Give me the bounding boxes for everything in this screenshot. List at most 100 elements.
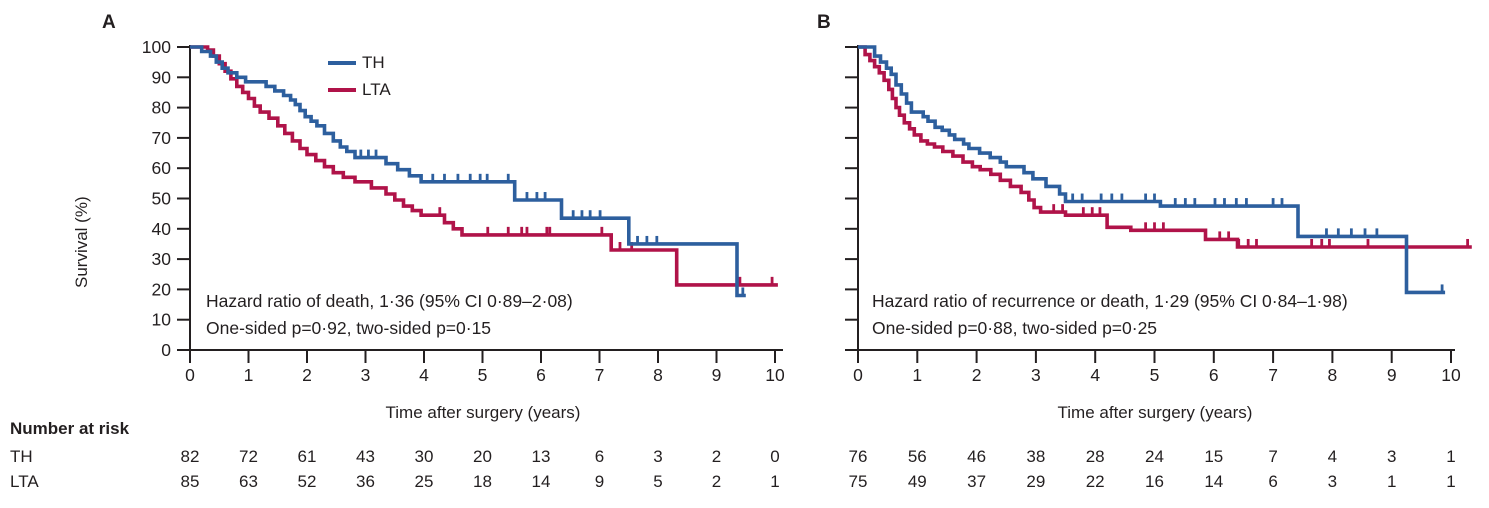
risk-count-th-panel-b-year-8: 4 xyxy=(1327,447,1338,466)
panel-a-x-axis-label: Time after surgery (years) xyxy=(385,403,581,422)
risk-count-lta-panel-b-year-2: 37 xyxy=(967,472,987,491)
risk-count-lta-panel-a-year-0: 85 xyxy=(180,472,200,491)
risk-count-th-panel-a-year-1: 72 xyxy=(239,447,258,466)
risk-count-lta-panel-b-year-1: 49 xyxy=(907,472,927,491)
risk-count-th-panel-b-year-6: 15 xyxy=(1204,447,1224,466)
x-tick-label: 1 xyxy=(244,365,254,385)
y-tick-label: 80 xyxy=(152,98,172,118)
risk-count-th-panel-b-year-5: 24 xyxy=(1145,447,1164,466)
x-tick-label: 10 xyxy=(765,365,785,385)
risk-count-th-panel-b-year-0: 76 xyxy=(848,447,868,466)
panel-a-annotation: Hazard ratio of death, 1·36 (95% CI 0·89… xyxy=(206,288,573,342)
risk-count-th-panel-a-year-8: 3 xyxy=(653,447,663,466)
risk-count-th-panel-a-year-10: 0 xyxy=(770,447,780,466)
risk-count-th-panel-a-year-7: 6 xyxy=(594,447,605,466)
x-tick-label: 8 xyxy=(653,365,663,385)
risk-count-lta-panel-a-year-4: 25 xyxy=(414,472,434,491)
panel-b-pvalue-text: One-sided p=0·88, two-sided p=0·25 xyxy=(872,318,1158,338)
panel-b-annotation: Hazard ratio of recurrence or death, 1·2… xyxy=(872,288,1348,342)
x-tick-label: 9 xyxy=(712,365,722,385)
km-curve-th-panel-b xyxy=(858,45,1446,295)
risk-count-lta-panel-b-year-4: 22 xyxy=(1085,472,1105,491)
risk-count-lta-panel-a-year-8: 5 xyxy=(653,472,663,491)
legend: TH LTA xyxy=(328,49,391,103)
x-tick-label: 7 xyxy=(1268,365,1278,385)
risk-count-th-panel-a-year-0: 82 xyxy=(180,447,200,466)
risk-count-lta-panel-b-year-8: 3 xyxy=(1327,472,1338,491)
y-tick-label: 0 xyxy=(161,340,171,360)
x-tick-label: 4 xyxy=(1090,365,1100,385)
y-tick-label: 30 xyxy=(152,249,172,269)
risk-count-th-panel-a-year-4: 30 xyxy=(414,447,434,466)
risk-row-label-th: TH xyxy=(10,447,33,466)
th-line-swatch xyxy=(328,60,356,65)
risk-count-th-panel-a-year-6: 13 xyxy=(531,447,551,466)
x-tick-label: 7 xyxy=(595,365,605,385)
risk-count-lta-panel-a-year-5: 18 xyxy=(473,472,492,491)
risk-count-lta-panel-a-year-6: 14 xyxy=(531,472,551,491)
risk-count-lta-panel-b-year-5: 16 xyxy=(1145,472,1164,491)
x-tick-label: 0 xyxy=(853,365,863,385)
y-tick-label: 90 xyxy=(152,67,172,87)
risk-count-lta-panel-b-year-6: 14 xyxy=(1204,472,1224,491)
panel-a-hazard-ratio-text: Hazard ratio of death, 1·36 (95% CI 0·89… xyxy=(206,291,573,311)
risk-count-th-panel-a-year-3: 43 xyxy=(356,447,375,466)
risk-count-lta-panel-a-year-7: 9 xyxy=(594,472,605,491)
km-curve-lta-panel-a xyxy=(190,45,778,287)
panel-b-label: B xyxy=(817,12,831,33)
x-tick-label: 5 xyxy=(478,365,488,385)
risk-count-th-panel-b-year-10: 1 xyxy=(1446,447,1456,466)
risk-count-th-panel-a-year-9: 2 xyxy=(711,447,722,466)
x-tick-label: 5 xyxy=(1150,365,1160,385)
y-tick-label: 60 xyxy=(152,158,172,178)
legend-label-th: TH xyxy=(362,52,385,72)
y-tick-label: 10 xyxy=(152,310,172,330)
x-tick-label: 2 xyxy=(972,365,982,385)
x-tick-label: 0 xyxy=(185,365,195,385)
risk-count-th-panel-a-year-2: 61 xyxy=(297,447,317,466)
y-tick-label: 40 xyxy=(152,219,172,239)
x-tick-label: 9 xyxy=(1387,365,1397,385)
risk-count-th-panel-b-year-7: 7 xyxy=(1268,447,1278,466)
risk-count-lta-panel-b-year-3: 29 xyxy=(1026,472,1046,491)
panel-b-x-axis-label: Time after surgery (years) xyxy=(1057,403,1253,422)
x-tick-label: 3 xyxy=(361,365,371,385)
x-tick-label: 1 xyxy=(912,365,922,385)
panel-b-hazard-ratio-text: Hazard ratio of recurrence or death, 1·2… xyxy=(872,291,1348,311)
y-tick-label: 100 xyxy=(142,37,171,57)
panel-a-pvalue-text: One-sided p=0·92, two-sided p=0·15 xyxy=(206,318,492,338)
y-axis-label: Survival (%) xyxy=(72,196,91,288)
risk-count-lta-panel-b-year-7: 6 xyxy=(1268,472,1278,491)
panel-a-label: A xyxy=(102,12,116,33)
risk-count-lta-panel-b-year-0: 75 xyxy=(848,472,868,491)
risk-count-th-panel-b-year-1: 56 xyxy=(907,447,927,466)
x-tick-label: 6 xyxy=(1209,365,1219,385)
x-tick-label: 6 xyxy=(536,365,546,385)
risk-count-th-panel-b-year-4: 28 xyxy=(1085,447,1105,466)
km-curve-lta-panel-b xyxy=(858,45,1472,249)
x-tick-label: 8 xyxy=(1328,365,1338,385)
risk-count-lta-panel-a-year-3: 36 xyxy=(356,472,375,491)
lta-line-swatch xyxy=(328,87,356,92)
y-tick-label: 50 xyxy=(152,189,172,209)
risk-count-th-panel-a-year-5: 20 xyxy=(473,447,492,466)
risk-count-th-panel-b-year-9: 3 xyxy=(1386,447,1397,466)
risk-count-th-panel-b-year-3: 38 xyxy=(1026,447,1046,466)
risk-count-lta-panel-b-year-9: 1 xyxy=(1386,472,1397,491)
y-tick-label: 70 xyxy=(152,128,172,148)
risk-count-lta-panel-a-year-9: 2 xyxy=(711,472,722,491)
risk-row-label-lta: LTA xyxy=(10,472,39,491)
km-curve-th-panel-a xyxy=(190,45,746,298)
risk-count-lta-panel-a-year-10: 1 xyxy=(770,472,780,491)
risk-count-th-panel-b-year-2: 46 xyxy=(967,447,987,466)
risk-count-lta-panel-a-year-2: 52 xyxy=(297,472,317,491)
risk-count-lta-panel-b-year-10: 1 xyxy=(1446,472,1456,491)
x-tick-label: 3 xyxy=(1031,365,1041,385)
risk-count-lta-panel-a-year-1: 63 xyxy=(239,472,258,491)
risk-table-title: Number at risk xyxy=(10,419,130,438)
x-tick-label: 4 xyxy=(419,365,429,385)
legend-row-th: TH xyxy=(328,49,391,76)
y-tick-label: 20 xyxy=(152,279,172,299)
